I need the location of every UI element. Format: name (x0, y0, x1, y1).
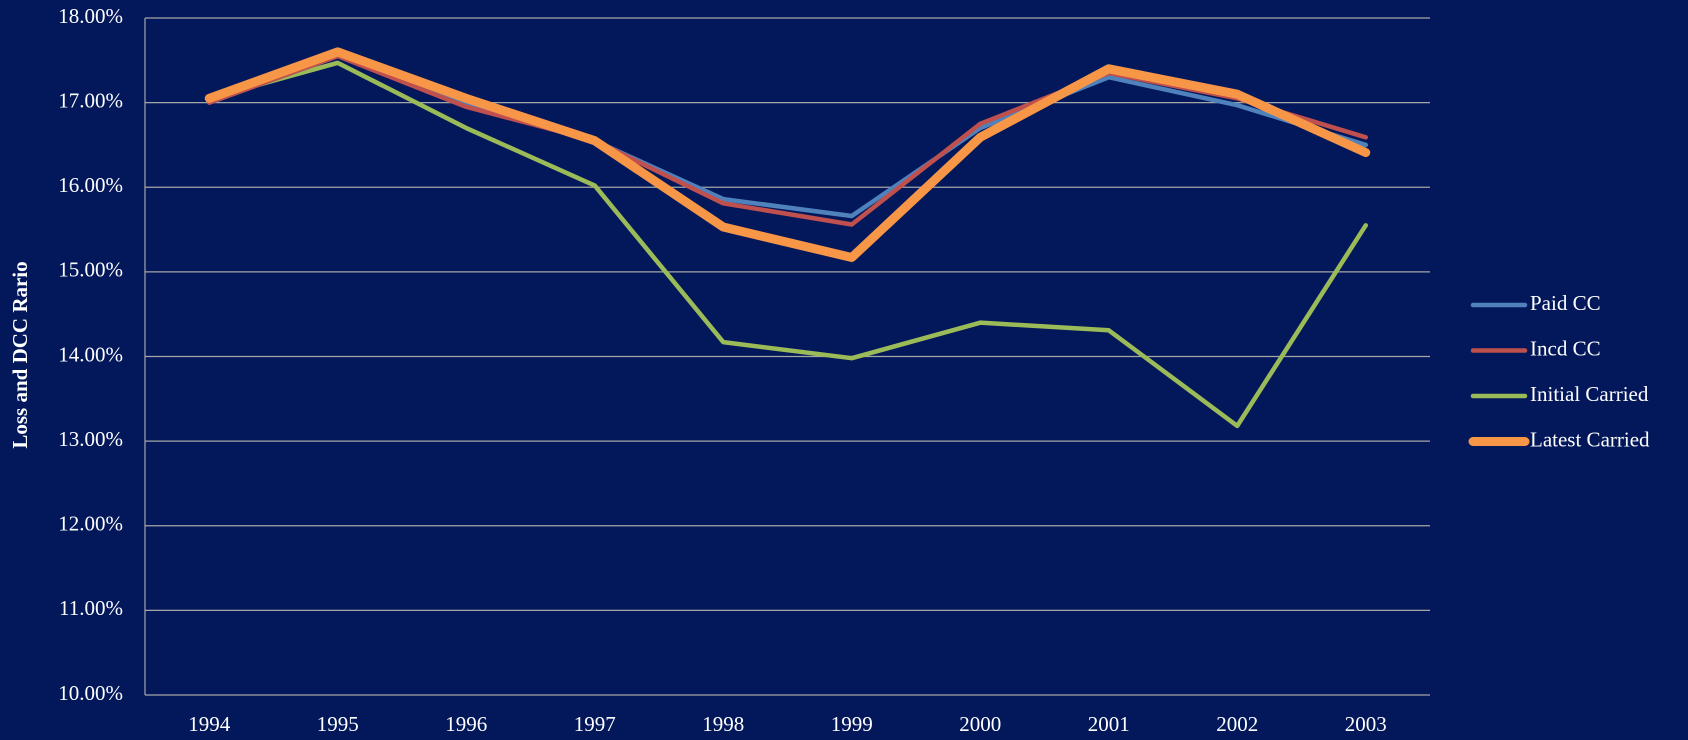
series-line (207, 60, 1368, 429)
y-tick-label: 10.00% (58, 681, 123, 705)
y-tick-label: 18.00% (58, 4, 123, 28)
x-tick-label: 1999 (831, 712, 873, 736)
x-tick-label: 1995 (317, 712, 359, 736)
y-tick-label: 12.00% (58, 512, 123, 536)
x-tick-label: 1994 (188, 712, 231, 736)
x-tick-label: 2003 (1345, 712, 1387, 736)
x-tick-label: 2002 (1216, 712, 1258, 736)
x-tick-label: 1998 (702, 712, 744, 736)
x-tick-label: 1996 (445, 712, 487, 736)
series-line (204, 47, 1371, 262)
y-tick-label: 11.00% (59, 596, 123, 620)
y-tick-label: 14.00% (58, 342, 123, 366)
legend-label: Incd CC (1530, 336, 1601, 360)
y-axis-label: Loss and DCC Rario (8, 261, 32, 448)
legend-label: Paid CC (1530, 291, 1601, 315)
y-tick-label: 13.00% (58, 427, 123, 451)
y-tick-label: 15.00% (58, 258, 123, 282)
legend-label: Initial Carried (1530, 382, 1649, 406)
x-tick-label: 1997 (574, 712, 616, 736)
x-tick-label: 2000 (959, 712, 1001, 736)
y-tick-label: 16.00% (58, 173, 123, 197)
legend-label: Latest Carried (1530, 427, 1650, 451)
x-tick-label: 2001 (1088, 712, 1130, 736)
y-tick-label: 17.00% (58, 88, 123, 112)
